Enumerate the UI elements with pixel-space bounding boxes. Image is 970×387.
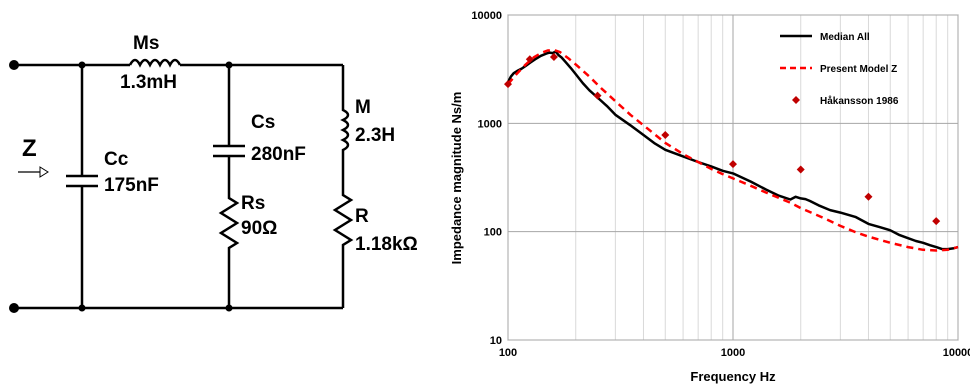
junction-dot	[226, 62, 233, 69]
y-tick-label: 100	[484, 227, 502, 239]
cc-value: 175nF	[104, 175, 159, 196]
legend-label-present-model: Present Model Z	[820, 64, 897, 75]
circuit-diagram: Z Ms 1.3mH Cc 175nF Cs 280nF Rs 90Ω M 2.…	[9, 33, 418, 313]
ms-value: 1.3mH	[120, 72, 177, 93]
z-label: Z	[22, 135, 37, 162]
y-axis-title: Impedance magnitude Ns/m	[449, 92, 464, 265]
impedance-chart: 10010001000010100100010000 Frequency Hz …	[449, 10, 970, 384]
m-value: 2.3H	[355, 125, 395, 146]
r-value: 1.18kΩ	[355, 234, 418, 255]
r-name: R	[355, 206, 369, 227]
y-tick-label: 10	[490, 335, 502, 347]
cs-rs-branch	[213, 65, 245, 308]
rs-name: Rs	[241, 193, 265, 214]
cs-name: Cs	[251, 112, 275, 133]
x-tick-label: 10000	[943, 347, 970, 359]
m-name: M	[355, 97, 371, 118]
x-tick-label: 100	[499, 347, 517, 359]
ms-name: Ms	[133, 33, 159, 54]
rs-value: 90Ω	[241, 218, 277, 239]
junction-dot	[226, 305, 233, 312]
cc-name: Cc	[104, 149, 129, 170]
cs-value: 280nF	[251, 144, 306, 165]
cc-capacitor	[66, 65, 98, 308]
x-axis-title: Frequency Hz	[690, 369, 776, 384]
legend-label-hakansson: Håkansson 1986	[820, 95, 899, 107]
junction-dot	[79, 62, 86, 69]
m-r-branch	[335, 65, 351, 308]
legend-label-median-all: Median All	[820, 32, 870, 43]
ms-inductor	[130, 60, 180, 65]
x-tick-label: 1000	[721, 347, 745, 359]
y-tick-label: 10000	[471, 10, 502, 22]
junction-dot	[79, 305, 86, 312]
z-arrowhead-icon	[40, 167, 48, 177]
y-tick-label: 1000	[478, 118, 502, 130]
